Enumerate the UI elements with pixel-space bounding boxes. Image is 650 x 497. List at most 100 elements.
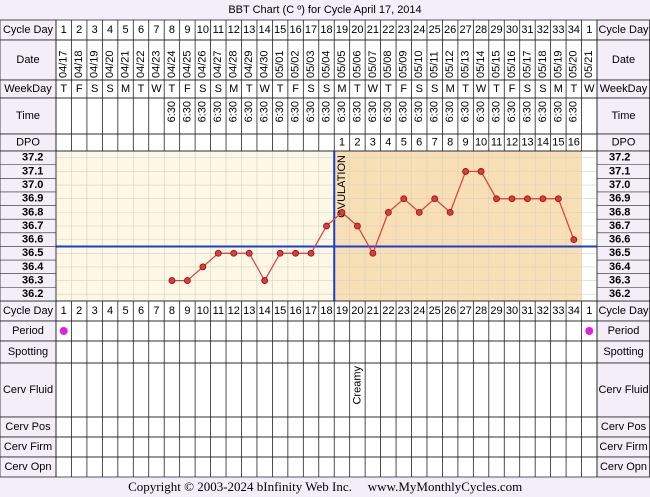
time: 6:30 xyxy=(212,101,224,122)
cycle-day: 16 xyxy=(289,305,301,317)
cycle-day: 25 xyxy=(429,24,441,36)
time: 6:30 xyxy=(166,101,178,122)
weekday: T xyxy=(385,83,392,95)
y-tick-label: 36.3 xyxy=(609,274,630,286)
weekday: T xyxy=(60,83,67,95)
weekday: W xyxy=(259,83,270,95)
time: 6:30 xyxy=(552,101,564,122)
row-label-cell xyxy=(0,362,57,418)
temperature-point xyxy=(292,249,299,257)
dpo: 16 xyxy=(568,136,580,148)
date: 04/23 xyxy=(150,50,162,78)
weekday: M xyxy=(337,83,346,95)
weekday: T xyxy=(354,83,361,95)
time: 6:30 xyxy=(351,101,363,122)
time: 6:30 xyxy=(475,101,487,122)
weekday: F xyxy=(184,83,191,95)
cycle-day: 27 xyxy=(459,24,471,36)
weekday: S xyxy=(539,83,546,95)
row-label: Cycle Day xyxy=(3,24,54,36)
website: www.MyMonthlyCycles.com xyxy=(368,479,522,494)
row-label: WeekDay xyxy=(4,83,52,95)
row-label-cell xyxy=(596,362,650,418)
row-label: Cerv Fluid xyxy=(3,384,53,396)
cycle-day: 14 xyxy=(259,305,271,317)
temperature-point xyxy=(554,195,562,203)
cycle-day: 28 xyxy=(475,305,487,317)
cycle-day: 5 xyxy=(122,24,128,36)
row-label: Cerv Pos xyxy=(601,421,647,433)
weekday: F xyxy=(76,83,83,95)
time: 6:30 xyxy=(537,101,549,122)
weekday: F xyxy=(400,83,407,95)
cycle-day: 32 xyxy=(537,24,549,36)
cycle-day: 26 xyxy=(444,24,456,36)
row-label-cell xyxy=(0,97,57,135)
time: 6:30 xyxy=(413,101,425,122)
y-tick-label: 36.6 xyxy=(22,234,43,246)
cycle-day: 2 xyxy=(76,24,82,36)
cycle-day: 9 xyxy=(184,24,190,36)
weekday: W xyxy=(584,83,595,95)
temperature-point xyxy=(276,249,284,257)
temperature-point xyxy=(245,249,253,257)
weekday: S xyxy=(524,83,531,95)
temperature-point xyxy=(369,249,377,257)
cycle-day: 7 xyxy=(153,24,159,36)
date: 05/16 xyxy=(506,50,518,78)
time: 6:30 xyxy=(243,101,255,122)
row-label: Cycle Day xyxy=(598,24,649,36)
y-tick-label: 37.1 xyxy=(22,165,43,177)
date: 05/14 xyxy=(475,50,487,78)
cycle-day: 11 xyxy=(213,305,224,317)
cycle-day: 5 xyxy=(122,305,128,317)
row-label: Cerv Opn xyxy=(4,461,51,473)
time: 6:30 xyxy=(398,101,410,122)
row-label: Date xyxy=(16,54,39,66)
cycle-day: 32 xyxy=(537,305,549,317)
temperature-point xyxy=(400,195,408,203)
time: 6:30 xyxy=(259,101,271,122)
date: 05/10 xyxy=(413,50,425,78)
weekday: M xyxy=(554,83,563,95)
y-tick-label: 36.9 xyxy=(22,193,43,205)
weekday: S xyxy=(106,83,113,95)
temperature-point xyxy=(462,168,470,175)
period-dot xyxy=(585,327,594,335)
date: 04/21 xyxy=(119,50,131,78)
temperature-point xyxy=(539,195,547,203)
row-label: Spotting xyxy=(8,346,48,358)
row-label: Cycle Day xyxy=(3,305,54,317)
date: 05/19 xyxy=(552,50,564,78)
cerv-fluid: Creamy xyxy=(351,366,363,405)
time: 6:30 xyxy=(460,101,472,122)
weekday: S xyxy=(91,83,98,95)
weekday: W xyxy=(151,83,162,95)
temperature-point xyxy=(570,236,578,244)
row-label: Period xyxy=(12,325,44,337)
row-label: Period xyxy=(608,325,640,337)
period-dot xyxy=(59,327,68,335)
y-tick-label: 36.4 xyxy=(609,261,631,273)
weekday: M xyxy=(229,83,238,95)
dpo: 5 xyxy=(401,136,407,148)
row-label: Time xyxy=(611,110,635,122)
temperature-point xyxy=(230,249,238,257)
temperature-point xyxy=(508,195,516,203)
cycle-day: 10 xyxy=(197,24,209,36)
cycle-day: 19 xyxy=(336,24,348,36)
temperature-point xyxy=(415,208,423,216)
cycle-day: 18 xyxy=(320,24,332,36)
y-tick-label: 36.7 xyxy=(609,220,630,232)
cycle-day: 28 xyxy=(475,24,487,36)
temperature-point xyxy=(446,208,454,216)
cycle-day: 6 xyxy=(138,24,144,36)
weekday: S xyxy=(431,83,438,95)
time: 6:30 xyxy=(274,101,286,122)
weekday: T xyxy=(138,83,145,95)
weekday: S xyxy=(307,83,314,95)
ovulation-label: OVULATION xyxy=(336,155,348,218)
time: 6:30 xyxy=(289,101,301,122)
cycle-day: 15 xyxy=(274,24,286,36)
